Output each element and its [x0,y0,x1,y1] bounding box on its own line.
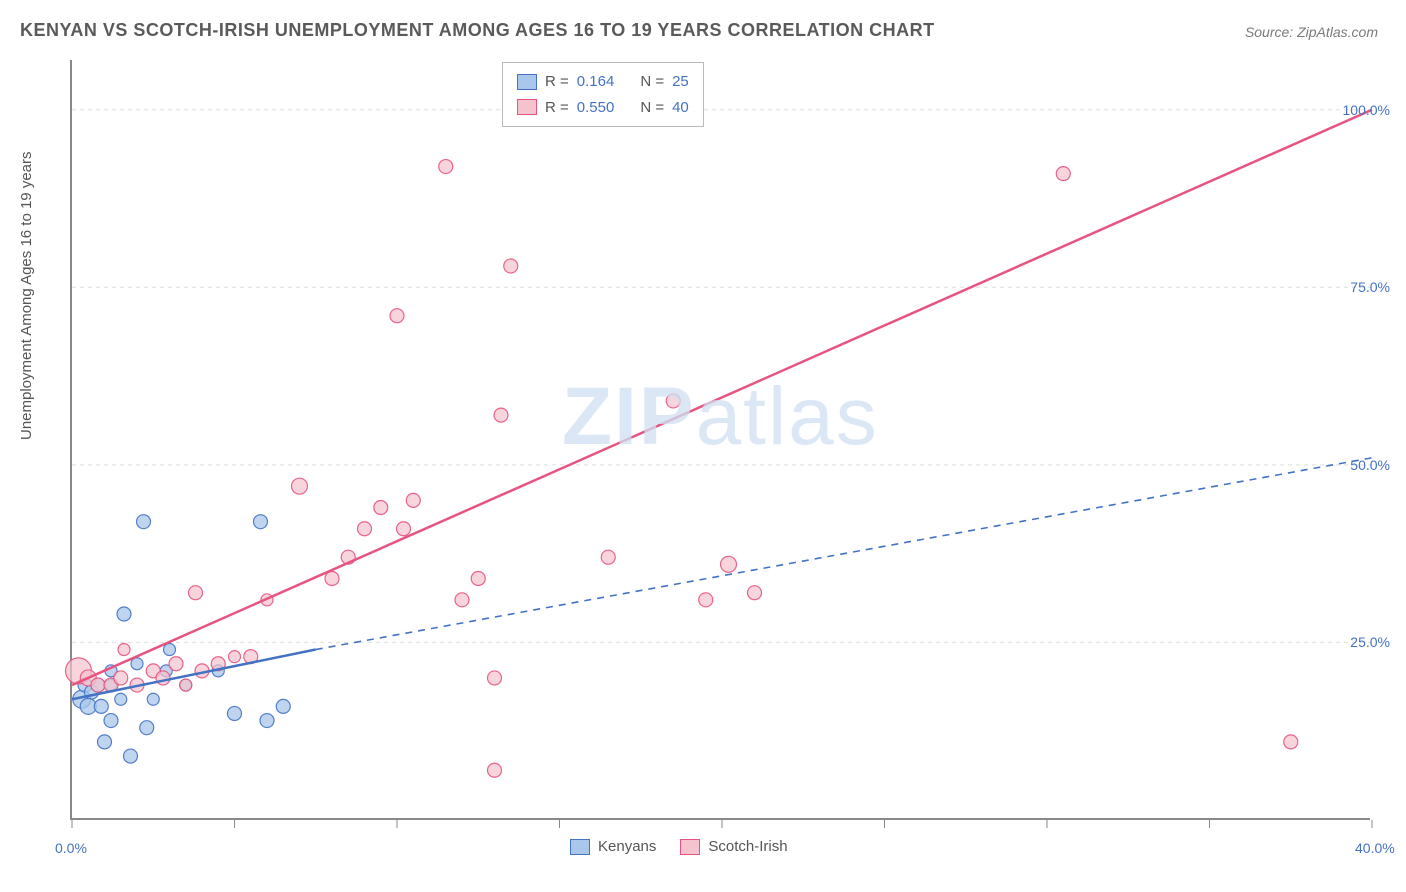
swatch-kenyans-bottom [570,839,590,855]
y-tick-label: 75.0% [1350,279,1390,295]
legend-stats: R = 0.164 N = 25 R = 0.550 N = 40 [502,62,704,127]
y-tick-label: 50.0% [1350,457,1390,473]
y-tick-label: 100.0% [1343,102,1390,118]
swatch-scotch-irish-bottom [680,839,700,855]
y-tick-label: 25.0% [1350,634,1390,650]
legend-row-kenyans: R = 0.164 N = 25 [517,69,689,95]
chart-svg [72,60,1372,820]
chart-source: Source: ZipAtlas.com [1245,24,1378,40]
chart-title: KENYAN VS SCOTCH-IRISH UNEMPLOYMENT AMON… [20,20,935,41]
legend-bottom: Kenyans Scotch-Irish [570,838,788,855]
y-axis-label: Unemployment Among Ages 16 to 19 years [18,151,35,440]
legend-item-kenyans: Kenyans [570,838,656,855]
x-tick-label: 0.0% [55,840,87,856]
swatch-kenyans [517,74,537,90]
x-tick-label: 40.0% [1355,840,1395,856]
swatch-scotch-irish [517,99,537,115]
plot-area: ZIPatlas R = 0.164 N = 25 R = 0.550 N = … [70,60,1370,820]
legend-row-scotch-irish: R = 0.550 N = 40 [517,95,689,121]
legend-item-scotch-irish: Scotch-Irish [680,838,787,855]
